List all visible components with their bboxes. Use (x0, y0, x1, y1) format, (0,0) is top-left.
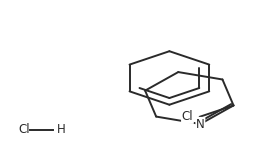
Text: H: H (56, 123, 65, 136)
Text: Cl: Cl (182, 110, 193, 123)
Text: N: N (196, 117, 205, 130)
Text: Cl: Cl (18, 123, 30, 136)
